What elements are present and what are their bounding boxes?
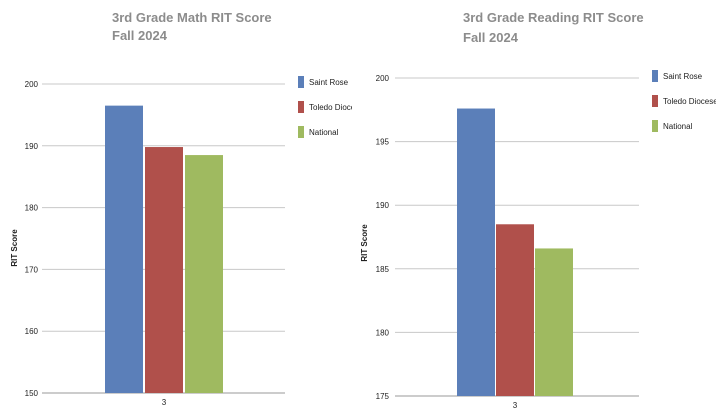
legend-swatch: [652, 120, 658, 132]
bar-national: [185, 155, 223, 393]
y-tick-label: 180: [376, 328, 390, 337]
y-axis-label: RIT Score: [10, 229, 19, 267]
reading-chart-panel: 3rd Grade Reading RIT Score Fall 2024 RI…: [352, 0, 716, 409]
y-axis-label: RIT Score: [360, 224, 369, 262]
bar-toledo-diocese: [496, 224, 534, 396]
math-rit-chart: 3rd Grade Math RIT Score Fall 2024 RIT S…: [10, 10, 352, 407]
y-tick-label: 200: [376, 74, 390, 83]
y-tick-label: 170: [25, 265, 39, 274]
legend: Saint Rose Toledo Diocese National: [298, 76, 352, 138]
bars: [105, 105, 223, 393]
y-tick-label: 160: [25, 327, 39, 336]
legend-swatch: [298, 101, 304, 113]
x-tick-label: 3: [513, 401, 518, 409]
chart-title: 3rd Grade Math RIT Score: [112, 10, 272, 25]
y-tick-label: 190: [376, 201, 390, 210]
y-ticks: 150 160 170 180 190 200: [25, 80, 39, 398]
legend-label: Saint Rose: [309, 78, 349, 87]
legend-swatch: [652, 70, 658, 82]
legend-label: Toledo Diocese: [663, 97, 716, 106]
legend: Saint Rose Toledo Diocese National: [652, 70, 716, 132]
y-tick-label: 190: [25, 142, 39, 151]
legend-swatch: [298, 126, 304, 138]
bars: [457, 108, 573, 396]
reading-rit-chart: 3rd Grade Reading RIT Score Fall 2024 RI…: [360, 10, 716, 409]
math-chart-panel: 3rd Grade Math RIT Score Fall 2024 RIT S…: [0, 0, 352, 409]
y-tick-label: 185: [376, 265, 390, 274]
chart-subtitle: Fall 2024: [463, 30, 519, 45]
bar-national: [535, 248, 573, 396]
legend-swatch: [652, 95, 658, 107]
y-tick-label: 195: [376, 138, 390, 147]
legend-label: Saint Rose: [663, 72, 703, 81]
x-ticks: 3: [162, 398, 167, 407]
chart-subtitle: Fall 2024: [112, 28, 168, 43]
legend-label: National: [309, 128, 339, 137]
x-ticks: 3: [513, 401, 518, 409]
bar-saint-rose: [105, 105, 143, 393]
bar-toledo-diocese: [145, 147, 183, 393]
legend-label: Toledo Diocese: [309, 103, 352, 112]
chart-title: 3rd Grade Reading RIT Score: [463, 10, 644, 25]
y-tick-label: 150: [25, 389, 39, 398]
y-tick-label: 180: [25, 204, 39, 213]
legend-label: National: [663, 122, 693, 131]
bar-saint-rose: [457, 108, 495, 396]
y-ticks: 175 180 185 190 195 200: [376, 74, 390, 401]
y-tick-label: 175: [376, 392, 390, 401]
legend-swatch: [298, 76, 304, 88]
x-tick-label: 3: [162, 398, 167, 407]
y-tick-label: 200: [25, 80, 39, 89]
